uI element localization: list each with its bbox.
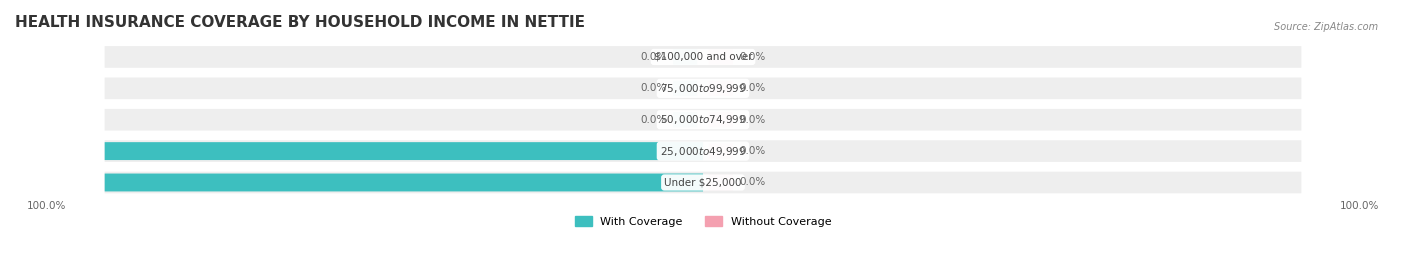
Text: Under $25,000: Under $25,000 bbox=[664, 177, 742, 187]
Text: $100,000 and over: $100,000 and over bbox=[654, 52, 752, 62]
Text: HEALTH INSURANCE COVERAGE BY HOUSEHOLD INCOME IN NETTIE: HEALTH INSURANCE COVERAGE BY HOUSEHOLD I… bbox=[15, 15, 585, 30]
FancyBboxPatch shape bbox=[709, 175, 733, 190]
FancyBboxPatch shape bbox=[104, 174, 703, 191]
FancyBboxPatch shape bbox=[104, 109, 1302, 130]
Text: $50,000 to $74,999: $50,000 to $74,999 bbox=[659, 113, 747, 126]
Text: $25,000 to $49,999: $25,000 to $49,999 bbox=[659, 145, 747, 158]
Text: 0.0%: 0.0% bbox=[641, 115, 666, 125]
Text: 0.0%: 0.0% bbox=[740, 146, 765, 156]
FancyBboxPatch shape bbox=[104, 46, 1302, 68]
Text: $75,000 to $99,999: $75,000 to $99,999 bbox=[659, 82, 747, 95]
Text: 0.0%: 0.0% bbox=[740, 52, 765, 62]
FancyBboxPatch shape bbox=[673, 49, 697, 65]
FancyBboxPatch shape bbox=[709, 81, 733, 96]
Text: 0.0%: 0.0% bbox=[740, 83, 765, 93]
FancyBboxPatch shape bbox=[673, 112, 697, 127]
Legend: With Coverage, Without Coverage: With Coverage, Without Coverage bbox=[571, 212, 835, 232]
FancyBboxPatch shape bbox=[709, 49, 733, 65]
Text: 0.0%: 0.0% bbox=[740, 177, 765, 187]
Text: 0.0%: 0.0% bbox=[641, 52, 666, 62]
FancyBboxPatch shape bbox=[104, 172, 1302, 193]
Text: 100.0%: 100.0% bbox=[1340, 201, 1379, 211]
Text: 100.0%: 100.0% bbox=[55, 177, 98, 187]
FancyBboxPatch shape bbox=[709, 112, 733, 127]
FancyBboxPatch shape bbox=[673, 81, 697, 96]
Text: 100.0%: 100.0% bbox=[27, 201, 66, 211]
Text: 0.0%: 0.0% bbox=[740, 115, 765, 125]
Text: 100.0%: 100.0% bbox=[55, 146, 98, 156]
Text: 0.0%: 0.0% bbox=[641, 83, 666, 93]
FancyBboxPatch shape bbox=[709, 143, 733, 159]
FancyBboxPatch shape bbox=[104, 142, 703, 160]
Text: Source: ZipAtlas.com: Source: ZipAtlas.com bbox=[1274, 22, 1378, 32]
FancyBboxPatch shape bbox=[104, 77, 1302, 99]
FancyBboxPatch shape bbox=[104, 140, 1302, 162]
